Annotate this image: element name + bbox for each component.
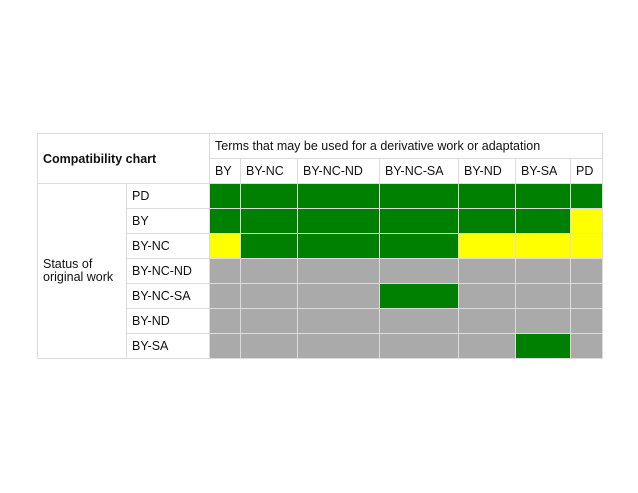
compat-cell xyxy=(240,233,298,259)
compat-cell xyxy=(515,183,571,209)
compat-cell xyxy=(209,208,241,234)
compat-cell xyxy=(209,258,241,284)
terms-header: Terms that may be used for a derivative … xyxy=(208,133,604,159)
compat-cell xyxy=(209,183,241,209)
compat-cell xyxy=(240,333,298,359)
compat-cell xyxy=(297,333,380,359)
column-header: BY-NC xyxy=(240,158,298,184)
compat-cell xyxy=(240,208,298,234)
compat-cell xyxy=(515,258,571,284)
column-header: BY-SA xyxy=(515,158,571,184)
compat-cell xyxy=(569,258,604,284)
column-header: BY-NC-ND xyxy=(297,158,380,184)
compat-cell xyxy=(209,233,241,259)
compat-cell xyxy=(379,283,459,309)
compat-cell xyxy=(515,208,571,234)
compat-cell xyxy=(297,233,380,259)
table-row: BY-NC-ND xyxy=(38,258,604,284)
row-label: BY-ND xyxy=(126,308,210,334)
row-label: BY xyxy=(126,208,210,234)
table-row: BY-ND xyxy=(38,308,604,334)
compat-cell xyxy=(515,283,571,309)
compat-cell xyxy=(379,333,459,359)
compat-cell xyxy=(569,308,604,334)
compat-cell xyxy=(515,308,571,334)
compat-cell xyxy=(297,208,380,234)
row-label: BY-NC-SA xyxy=(126,283,210,309)
compat-cell xyxy=(458,183,516,209)
row-label: BY-SA xyxy=(126,333,210,359)
compat-cell xyxy=(240,183,298,209)
table-row: Status of original work PD xyxy=(37,183,604,359)
compat-cell xyxy=(458,208,516,234)
compatibility-table: Compatibility chart Terms that may be us… xyxy=(37,133,604,359)
row-label: BY-NC-ND xyxy=(126,258,210,284)
compat-cell xyxy=(569,333,604,359)
compat-cell xyxy=(209,333,241,359)
column-header: BY-ND xyxy=(458,158,516,184)
table-row: BY xyxy=(38,208,604,234)
compat-cell xyxy=(515,233,571,259)
compat-cell xyxy=(379,308,459,334)
row-group-label: Status of original work xyxy=(37,183,127,359)
compat-cell xyxy=(569,183,604,209)
table-row: BY-NC-SA xyxy=(38,283,604,309)
compat-cell xyxy=(569,283,604,309)
chart-title: Compatibility chart xyxy=(37,133,210,184)
compat-cell xyxy=(209,308,241,334)
compat-cell xyxy=(297,283,380,309)
compat-cell xyxy=(458,283,516,309)
compat-cell xyxy=(379,208,459,234)
compat-cell xyxy=(379,183,459,209)
compat-cell xyxy=(569,233,604,259)
compat-cell xyxy=(379,258,459,284)
compat-cell xyxy=(379,233,459,259)
compat-cell xyxy=(458,233,516,259)
compat-cell xyxy=(240,308,298,334)
compat-cell xyxy=(297,183,380,209)
column-header: BY-NC-SA xyxy=(379,158,459,184)
column-header: PD xyxy=(569,158,604,184)
column-header: BY xyxy=(209,158,241,184)
table-row: BY-SA xyxy=(38,333,604,359)
row-label: BY-NC xyxy=(126,233,210,259)
row-label: PD xyxy=(126,183,210,209)
compat-cell xyxy=(458,333,516,359)
compat-cell xyxy=(297,258,380,284)
compat-cell xyxy=(297,308,380,334)
compat-cell xyxy=(458,308,516,334)
compatibility-chart: Compatibility chart Terms that may be us… xyxy=(37,133,604,360)
compat-cell xyxy=(209,283,241,309)
compat-cell xyxy=(240,283,298,309)
compat-cell xyxy=(515,333,571,359)
compat-cell xyxy=(569,208,604,234)
compat-cell xyxy=(240,258,298,284)
compat-cell xyxy=(458,258,516,284)
